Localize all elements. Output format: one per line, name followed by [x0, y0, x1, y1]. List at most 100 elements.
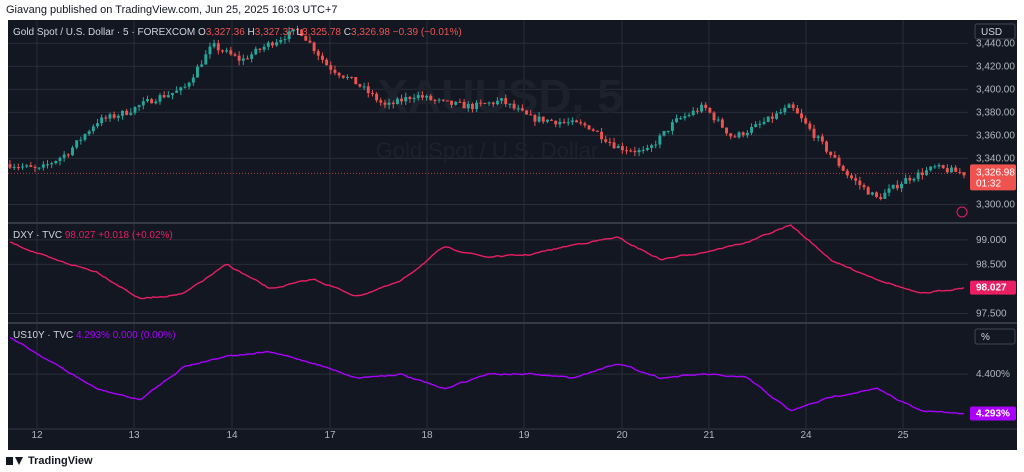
x-tick-label: 14	[226, 430, 238, 441]
candle-body	[150, 99, 154, 104]
candle-body	[329, 65, 333, 70]
candle-body	[745, 132, 749, 136]
candle-body	[545, 119, 549, 122]
candle-body	[245, 58, 249, 60]
candle-body	[283, 39, 287, 41]
candle-body	[879, 196, 883, 199]
candle-body	[812, 128, 816, 138]
candle-body	[308, 40, 312, 43]
candle-body	[196, 66, 199, 78]
candle-body	[91, 126, 95, 132]
y-tick-label: 99.000	[976, 235, 1007, 246]
candle-body	[225, 50, 229, 52]
candle-body	[737, 132, 741, 138]
candle-body	[741, 132, 745, 136]
candle-body	[46, 164, 49, 166]
candle-body	[662, 130, 666, 136]
candle-body	[900, 183, 903, 189]
candle-body	[912, 178, 916, 181]
candle-body	[454, 101, 458, 105]
candle-body	[712, 112, 716, 121]
brand-footer[interactable]: TradingView	[6, 455, 93, 467]
candle-body	[658, 135, 662, 145]
candle-body	[270, 42, 274, 46]
candle-body	[533, 115, 537, 122]
candle-body	[29, 165, 33, 167]
candle-body	[929, 166, 933, 171]
candle-body	[704, 104, 708, 108]
dxy-legend: DXY · TVC 98.027 +0.018 (+0.02%)	[13, 230, 173, 241]
candle-body	[895, 184, 899, 189]
candle-body	[616, 146, 620, 149]
candle-body	[425, 95, 429, 98]
candle-body	[933, 166, 937, 168]
candle-body	[833, 155, 837, 158]
candle-body	[512, 103, 516, 109]
candle-body	[695, 110, 699, 112]
candles	[8, 25, 966, 201]
candle-body	[508, 103, 512, 105]
candle-body	[608, 141, 612, 143]
candle-body	[408, 97, 412, 100]
candle-body	[237, 55, 241, 61]
candle-body	[495, 100, 499, 105]
candle-body	[221, 50, 224, 52]
candle-body	[200, 64, 204, 67]
last-price-value: 3,326.98	[976, 167, 1015, 178]
candle-body	[575, 120, 579, 123]
candle-body	[83, 134, 87, 140]
candle-body	[716, 119, 720, 121]
lightning-icon[interactable]	[956, 206, 968, 218]
candle-body	[641, 149, 645, 151]
candle-body	[262, 46, 266, 50]
candle-body	[275, 42, 279, 46]
candle-body	[312, 42, 316, 52]
candle-body	[487, 102, 491, 104]
candle-body	[50, 163, 54, 165]
candle-body	[175, 90, 179, 93]
candle-body	[800, 113, 803, 119]
candle-body	[954, 167, 958, 172]
candle-body	[920, 172, 924, 176]
candle-body	[479, 102, 483, 104]
candle-body	[670, 122, 674, 131]
x-tick-label: 17	[324, 430, 336, 441]
y-tick-label: 3,380.00	[976, 107, 1015, 118]
candle-body	[250, 54, 254, 59]
candle-body	[358, 84, 362, 87]
candle-body	[629, 150, 633, 152]
currency-button[interactable]	[974, 23, 1016, 40]
candle-body	[583, 123, 587, 126]
candle-body	[404, 97, 408, 102]
candle-body	[291, 29, 295, 32]
candle-body	[96, 123, 99, 127]
candle-body	[491, 102, 495, 105]
us10y-unit-button[interactable]	[974, 328, 1016, 345]
publish-caption: Giavang published on TradingView.com, Ju…	[6, 4, 338, 16]
candle-body	[470, 103, 474, 110]
candle-body	[554, 120, 558, 125]
y-tick-label: 3,360.00	[976, 130, 1015, 141]
candle-body	[391, 102, 395, 105]
candle-body	[504, 98, 508, 105]
x-tick-label: 20	[616, 430, 628, 441]
candle-body	[121, 110, 124, 116]
candle-body	[450, 100, 454, 105]
candle-body	[287, 31, 291, 40]
candle-body	[137, 105, 141, 107]
candle-body	[779, 112, 783, 114]
candle-body	[783, 107, 787, 113]
candle-body	[483, 103, 487, 105]
candle-body	[104, 117, 108, 119]
candle-body	[383, 102, 387, 105]
candle-body	[75, 140, 79, 148]
candle-body	[941, 165, 945, 169]
candle-body	[520, 108, 524, 111]
us10y-last-value: 4.293%	[976, 409, 1010, 420]
brand-label: TradingView	[28, 455, 93, 467]
candle-body	[462, 102, 466, 109]
us10y-legend: US10Y · TVC 4.293% 0.000 (0.00%)	[13, 330, 176, 341]
candle-body	[37, 167, 41, 169]
x-tick-label: 25	[897, 430, 909, 441]
candle-body	[395, 98, 399, 105]
